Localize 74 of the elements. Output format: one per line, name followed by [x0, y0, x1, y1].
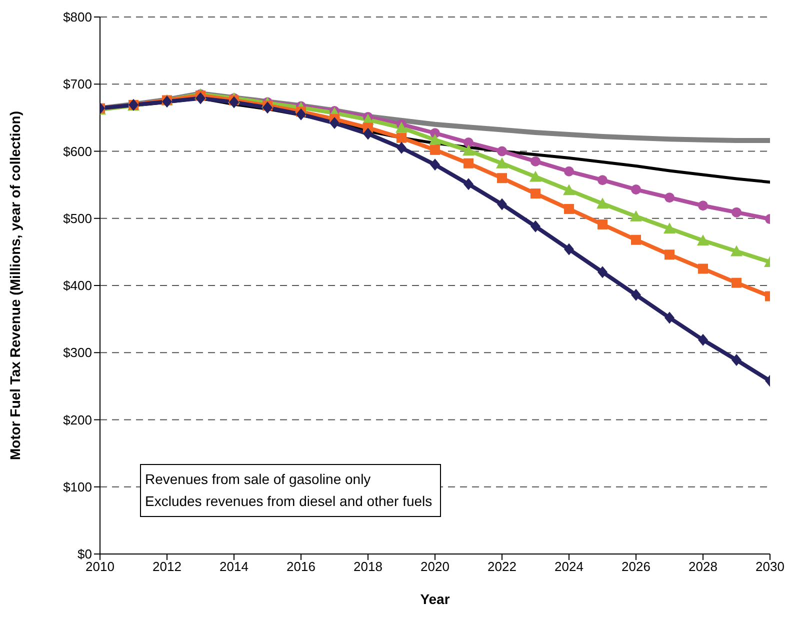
- x-tick-label: 2016: [286, 559, 316, 574]
- point: [564, 204, 574, 214]
- point: [664, 222, 676, 234]
- point: [598, 266, 608, 278]
- x-tick-label: 2024: [554, 559, 584, 574]
- point: [429, 134, 441, 145]
- x-tick-label: 2028: [688, 559, 718, 574]
- point: [596, 198, 608, 209]
- point: [530, 156, 540, 166]
- y-tick-label: $0: [78, 546, 92, 562]
- x-tick-label: 2018: [354, 559, 382, 574]
- point: [330, 117, 340, 130]
- point: [464, 178, 474, 190]
- point: [631, 234, 641, 245]
- note-box: Revenues from sale of gasoline only Excludes revenues from diesel and other fuels: [140, 464, 442, 517]
- point: [664, 312, 674, 324]
- point: [396, 122, 408, 133]
- y-tick-label: $600: [63, 144, 92, 159]
- point: [396, 142, 406, 154]
- x-tick-label: 2012: [152, 559, 182, 574]
- point: [697, 234, 709, 246]
- annotation: Revenues from sale of gasoline only: [145, 470, 372, 489]
- point: [698, 264, 708, 274]
- x-tick-label: 2026: [622, 559, 650, 574]
- x-tick-label: 2010: [86, 559, 114, 574]
- point: [698, 200, 708, 211]
- y-tick-label: $300: [63, 345, 92, 360]
- y-tick-label: $100: [63, 479, 92, 494]
- y-tick-label: $800: [63, 10, 92, 25]
- point: [698, 334, 708, 346]
- point: [732, 354, 742, 366]
- point: [732, 207, 742, 218]
- x-axis-title: Year: [420, 591, 450, 607]
- point: [563, 184, 575, 196]
- point: [262, 102, 272, 114]
- point: [462, 144, 474, 156]
- point: [430, 144, 440, 155]
- point: [396, 132, 406, 143]
- point: [296, 108, 306, 120]
- point: [564, 243, 574, 256]
- point: [530, 170, 542, 182]
- point: [464, 138, 474, 148]
- point: [496, 157, 508, 168]
- point: [430, 158, 440, 171]
- point: [730, 245, 742, 256]
- point: [464, 158, 474, 168]
- point: [732, 278, 742, 288]
- point: [229, 96, 239, 108]
- y-tick-label: $500: [63, 210, 92, 226]
- y-tick-label: $700: [63, 76, 92, 92]
- y-axis-title: Motor Fuel Tax Revenue (Millions, year of collection): [6, 110, 23, 460]
- point: [564, 166, 574, 176]
- point: [631, 288, 641, 301]
- point: [631, 184, 641, 195]
- point: [630, 210, 642, 222]
- x-tick-label: 2022: [488, 559, 516, 574]
- annotation: Excludes revenues from diesel and other fuels: [145, 492, 432, 511]
- point: [497, 198, 507, 210]
- point: [530, 188, 540, 199]
- point: [196, 92, 206, 104]
- point: [530, 220, 540, 232]
- point: [664, 192, 674, 203]
- point: [497, 173, 507, 184]
- point: [162, 96, 172, 108]
- x-tick-label: 2030: [756, 559, 784, 574]
- x-tick-label: 2014: [220, 559, 248, 574]
- y-tick-label: $400: [63, 278, 92, 294]
- point: [497, 146, 507, 156]
- point: [598, 175, 608, 186]
- point: [598, 219, 608, 230]
- point: [664, 250, 674, 260]
- y-tick-label: $200: [63, 412, 92, 428]
- x-tick-label: 2020: [420, 559, 450, 574]
- point: [363, 128, 373, 140]
